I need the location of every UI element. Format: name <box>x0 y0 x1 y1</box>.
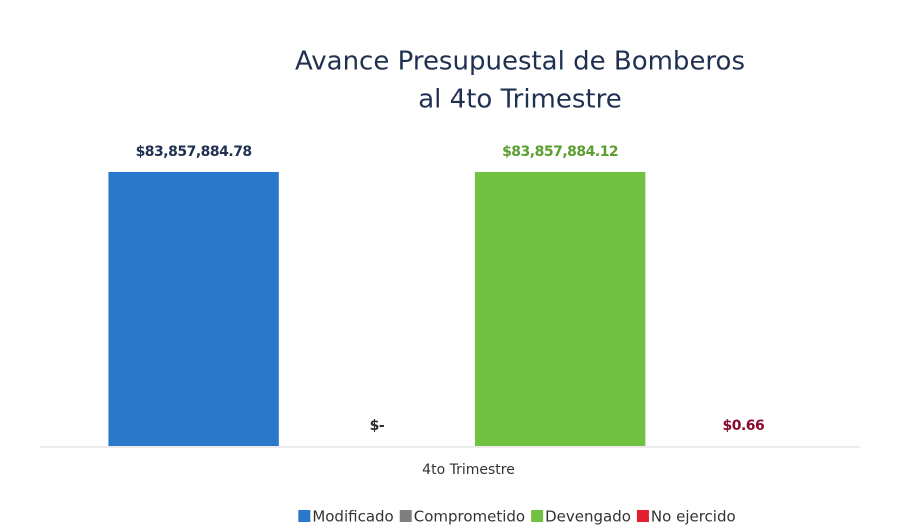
data-label: $83,857,884.12 <box>502 144 618 160</box>
legend-swatch <box>531 510 544 522</box>
chart-title: al 4to Trimestre <box>418 85 621 115</box>
bar <box>474 172 646 446</box>
data-label: $83,857,884.78 <box>136 144 252 160</box>
data-label: $0.66 <box>722 418 764 434</box>
chart-title: Avance Presupuestal de Bomberos <box>295 47 745 77</box>
data-label: $- <box>370 418 385 434</box>
legend-swatch <box>636 510 649 522</box>
legend-label: No ejercido <box>651 508 736 526</box>
legend-swatch <box>399 510 412 522</box>
legend-label: Modificado <box>312 508 393 526</box>
legend-label: Comprometido <box>414 508 525 526</box>
legend-label: Devengado <box>545 508 631 526</box>
x-tick-label: 4to Trimestre <box>422 462 515 478</box>
bar <box>108 172 279 446</box>
legend-swatch <box>298 510 311 522</box>
